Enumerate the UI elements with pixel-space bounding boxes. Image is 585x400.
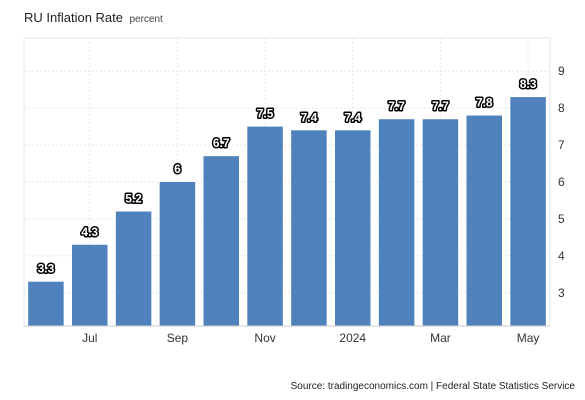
y-tick-label: 6 — [558, 175, 565, 189]
x-tick-label: 2024 — [339, 331, 366, 345]
x-tick-label: Sep — [167, 331, 189, 345]
data-label: 6 — [174, 162, 181, 176]
y-tick-label: 8 — [558, 101, 565, 115]
x-tick-label: Jul — [82, 331, 97, 345]
y-tick-label: 5 — [558, 212, 565, 226]
data-label: 7.4 — [301, 110, 318, 124]
bar — [335, 130, 371, 326]
source-note: Source: tradingeconomics.com | Federal S… — [290, 381, 575, 392]
chart-title: RU Inflation Rate — [24, 10, 123, 25]
chart-subtitle: percent — [129, 14, 163, 25]
data-label: 6.7 — [213, 136, 230, 150]
data-label: 8.3 — [520, 77, 537, 91]
data-label: 7.7 — [388, 99, 405, 113]
chart-title-row: RU Inflation Rate percent — [24, 9, 163, 27]
data-label: 7.4 — [344, 110, 361, 124]
bar — [247, 126, 283, 326]
y-tick-label: 4 — [558, 249, 565, 263]
y-tick-label: 9 — [558, 64, 565, 78]
y-tick-label: 3 — [558, 286, 565, 300]
x-tick-label: Nov — [254, 331, 275, 345]
bar — [203, 156, 239, 326]
data-label: 5.2 — [125, 192, 142, 206]
data-label: 7.5 — [257, 107, 274, 121]
bar — [115, 211, 152, 326]
data-label: 3.3 — [38, 262, 55, 276]
bar — [422, 119, 459, 326]
bar — [72, 244, 108, 326]
bar — [28, 281, 64, 326]
data-label: 4.3 — [81, 225, 98, 239]
bar — [159, 182, 196, 326]
x-tick-label: Mar — [430, 331, 451, 345]
bar — [378, 119, 415, 326]
bar — [291, 130, 327, 326]
x-tick-label: May — [517, 331, 540, 345]
data-label: 7.7 — [432, 99, 449, 113]
bar — [466, 115, 502, 327]
bar — [510, 97, 546, 326]
y-tick-label: 7 — [558, 138, 565, 152]
data-label: 7.8 — [476, 96, 493, 110]
